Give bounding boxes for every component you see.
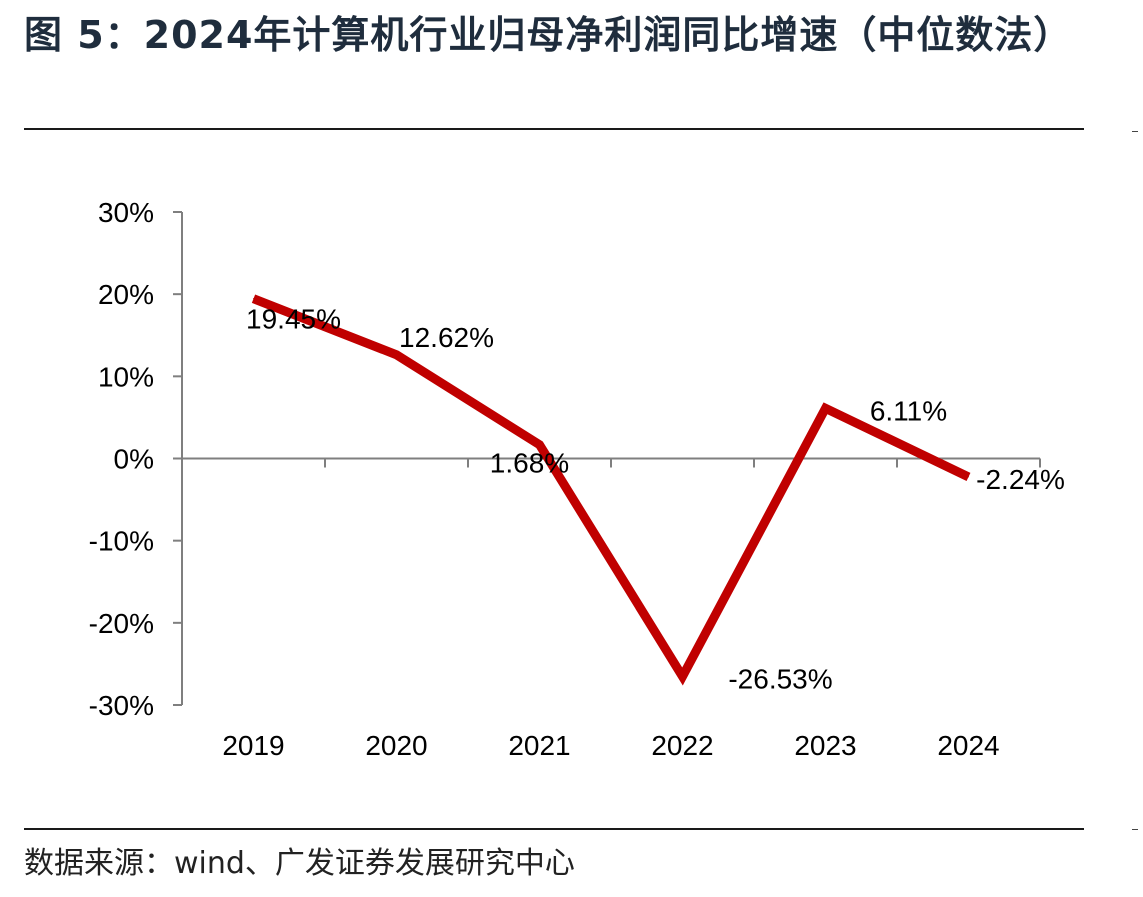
x-tick-label: 2022	[651, 730, 713, 761]
x-tick-label: 2020	[365, 730, 427, 761]
y-tick-label: -10%	[89, 526, 154, 557]
title-divider	[24, 128, 1084, 130]
data-label-layer: 19.45% 12.62% 1.68% -26.53% 6.11% -2.24%	[246, 304, 1065, 695]
x-tick-label: 2024	[937, 730, 999, 761]
source-note: 数据来源：wind、广发证券发展研究中心	[24, 846, 575, 881]
data-label: 6.11%	[870, 395, 947, 426]
data-point	[682, 675, 683, 677]
y-tick-label: -30%	[89, 690, 154, 721]
data-point	[253, 298, 254, 300]
y-tick-label: 30%	[98, 197, 154, 228]
x-tick-label: 2021	[508, 730, 570, 761]
data-label: -2.24%	[976, 464, 1065, 495]
bottom-edge-mark	[1132, 829, 1138, 830]
series-line	[251, 294, 971, 686]
data-point	[396, 354, 397, 356]
line-chart: 30% 20% 10% 0% -10% -20% -30% 2019 2020 2021 2022…	[89, 197, 1065, 761]
y-tick-label: 0%	[114, 444, 154, 475]
data-label: 19.45%	[246, 304, 341, 335]
data-label: 12.62%	[399, 322, 494, 353]
series-layer	[251, 294, 971, 686]
x-tick-label: 2019	[222, 730, 284, 761]
y-axis: 30% 20% 10% 0% -10% -20% -30%	[89, 197, 183, 721]
source-divider	[24, 828, 1084, 830]
data-point	[825, 407, 826, 409]
data-label: 1.68%	[490, 448, 569, 479]
figure-title: 图 5：2024年计算机行业归母净利润同比增速（中位数法）	[24, 13, 1073, 57]
x-tick-label: 2023	[794, 730, 856, 761]
top-edge-mark	[1132, 131, 1138, 132]
y-tick-label: 10%	[98, 361, 154, 392]
data-point	[539, 444, 540, 446]
y-tick-label: 20%	[98, 279, 154, 310]
x-axis: 2019 2020 2021 2022 2023 2024	[182, 457, 1041, 761]
data-label: -26.53%	[728, 663, 832, 694]
data-point	[968, 476, 969, 478]
y-tick-label: -20%	[89, 608, 154, 639]
